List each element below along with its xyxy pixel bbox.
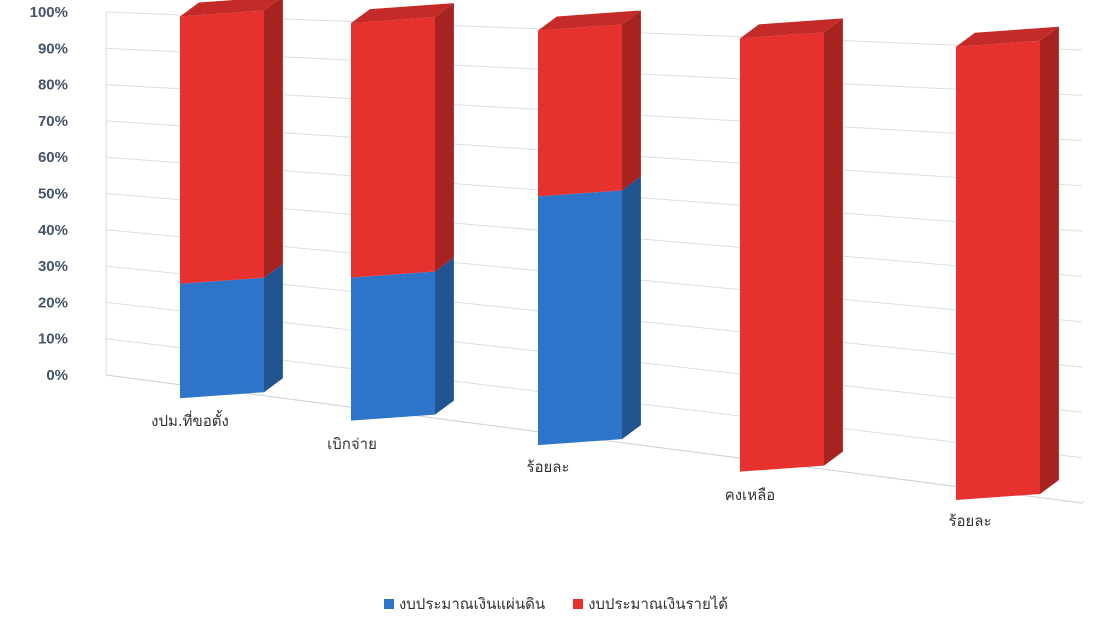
y-tick-label: 80% xyxy=(38,77,68,94)
bar-front xyxy=(538,190,622,446)
bar-top xyxy=(740,18,843,39)
y-tick-label: 20% xyxy=(38,294,68,311)
category-label: ร้อยละ xyxy=(526,458,569,476)
bar-2-series-2 xyxy=(538,10,641,197)
legend-swatch-series-2 xyxy=(573,599,584,609)
y-tick-label: 50% xyxy=(38,186,68,203)
bar-front xyxy=(351,271,435,421)
legend-label-series-1: งบประมาณเงินแผ่นดิน xyxy=(398,595,546,613)
bar-front xyxy=(538,24,622,197)
bar-side xyxy=(264,263,283,393)
bar-2-series-1 xyxy=(538,176,641,446)
y-tick-label: 10% xyxy=(38,331,68,348)
y-tick-label: 0% xyxy=(46,367,68,384)
bar-side xyxy=(435,257,454,415)
bar-side xyxy=(622,10,641,191)
category-label: งปม.ที่ขอตั้ง xyxy=(151,410,229,430)
chart-canvas: 0% 10% 20% 30% 40% 50% 60% 70% 80% 90% 100% งปม.ที… xyxy=(30,0,1085,530)
category-label: เบิกจ่าย xyxy=(327,435,377,453)
y-tick-label: 60% xyxy=(38,149,68,166)
category-label: คงเหลือ xyxy=(725,486,776,504)
bar-0-series-1 xyxy=(180,263,283,399)
legend-item-series-2: งบประมาณเงินรายได้ xyxy=(573,592,728,616)
y-tick-label: 70% xyxy=(38,113,68,130)
y-tick-label: 40% xyxy=(38,222,68,239)
bar-0-series-2 xyxy=(180,0,283,284)
floor-edge xyxy=(105,374,1085,504)
bar-front xyxy=(956,40,1040,500)
bar-front xyxy=(180,277,264,399)
bar-1-series-1 xyxy=(351,257,454,421)
bar-side xyxy=(1040,26,1059,494)
bar-4-series-2 xyxy=(956,26,1059,500)
bar-side xyxy=(622,176,641,440)
bar-front xyxy=(740,32,824,472)
bar-3-series-2 xyxy=(740,18,843,472)
y-tick-label: 100% xyxy=(30,4,68,21)
bar-top xyxy=(351,3,454,24)
bar-front xyxy=(180,10,264,284)
y-tick-label: 30% xyxy=(38,258,68,275)
bar-top xyxy=(538,10,641,31)
legend-item-series-1: งบประมาณเงินแผ่นดิน xyxy=(383,592,546,616)
bars xyxy=(180,0,1059,500)
bar-top xyxy=(956,26,1059,47)
y-axis-ticks: 0% 10% 20% 30% 40% 50% 60% 70% 80% 90% 100% xyxy=(30,4,68,384)
bar-side xyxy=(824,18,843,466)
bar-top xyxy=(180,0,279,17)
bar-side xyxy=(435,3,454,272)
bar-front xyxy=(351,17,435,278)
legend-swatch-series-1 xyxy=(383,599,394,609)
y-tick-label: 90% xyxy=(38,40,68,57)
category-label: ร้อยละ xyxy=(948,512,991,530)
bar-1-series-2 xyxy=(351,3,454,278)
legend-label-series-2: งบประมาณเงินรายได้ xyxy=(588,595,729,613)
bar-side xyxy=(264,0,283,278)
legend: งบประมาณเงินแผ่นดิน งบประมาณเงินรายได้ xyxy=(0,592,1112,616)
